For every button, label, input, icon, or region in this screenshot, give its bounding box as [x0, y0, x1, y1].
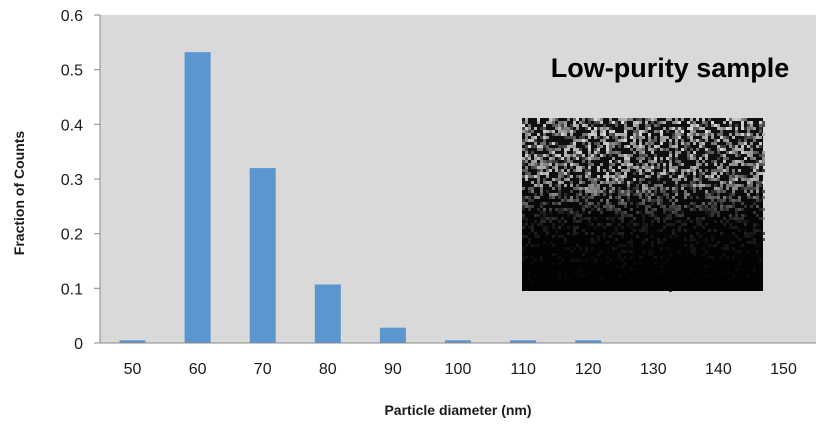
y-tick-label-0.2: 0.2	[61, 227, 83, 244]
x-tick-label-70: 70	[254, 361, 272, 378]
x-axis-ticks: 50 60 70 80 90 100 110 120 130 140 150	[124, 361, 797, 378]
x-tick-label-80: 80	[319, 361, 337, 378]
bar-120	[575, 340, 602, 343]
y-tick-label-0.1: 0.1	[61, 281, 83, 298]
y-tick-label-0.5: 0.5	[61, 63, 83, 80]
bar-60	[184, 52, 211, 343]
y-tick-label-0: 0	[74, 336, 83, 353]
x-tick-label-60: 60	[189, 361, 207, 378]
x-axis-title: Particle diameter (nm)	[384, 402, 531, 418]
y-tick-label-0.4: 0.4	[61, 117, 83, 134]
bar-100	[445, 340, 471, 343]
x-tick-label-120: 120	[575, 361, 602, 378]
bar-110	[510, 340, 537, 343]
bar-90	[379, 327, 406, 343]
y-tick-label-0.6: 0.6	[61, 8, 83, 25]
y-tick-label-0.3: 0.3	[61, 172, 83, 189]
bar-80	[314, 284, 341, 343]
x-tick-label-50: 50	[124, 361, 142, 378]
bar-50	[119, 340, 146, 343]
inset-micrograph	[522, 118, 765, 292]
x-tick-label-110: 110	[510, 361, 536, 378]
x-tick-label-90: 90	[384, 361, 402, 378]
inset-fade	[522, 118, 763, 291]
annotation-low-purity-sample: Low-purity sample	[551, 53, 790, 83]
x-tick-label-100: 100	[445, 361, 472, 378]
y-axis-title: Fraction of Counts	[11, 131, 27, 256]
y-axis-ticks: 0 0.1 0.2 0.3 0.4 0.5 0.6	[61, 8, 100, 353]
bar-70	[249, 168, 276, 343]
x-tick-label-150: 150	[770, 361, 797, 378]
bars-layer	[119, 52, 602, 343]
x-tick-label-130: 130	[640, 361, 667, 378]
x-tick-label-140: 140	[705, 361, 732, 378]
